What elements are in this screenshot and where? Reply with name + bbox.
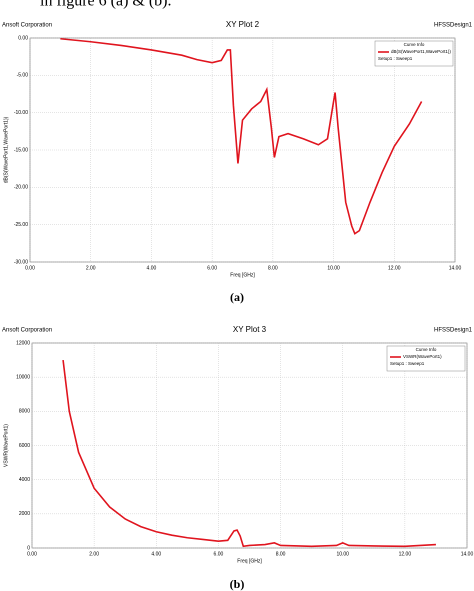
caption: (a) <box>230 290 244 304</box>
header-text: in figure 6 (a) & (b). <box>40 0 172 10</box>
y-tick-label: 0.00 <box>18 35 28 41</box>
x-tick-label: 10.00 <box>336 551 349 557</box>
line <box>60 37 423 235</box>
legend-setup: Setup1 : Sweep1 <box>390 361 425 366</box>
chart-title: XY Plot 2 <box>226 20 260 29</box>
x-tick-label: 2.00 <box>89 551 99 557</box>
y-tick-label: -10.00 <box>14 110 28 116</box>
y-tick-label: 2000 <box>19 511 30 517</box>
company: Ansoft Corporation <box>2 328 52 334</box>
y-tick-label: -20.00 <box>14 185 28 191</box>
x-tick-label: 14.00 <box>461 551 474 557</box>
y-tick-label: 8000 <box>19 409 30 415</box>
x-tick-label: 12.00 <box>399 551 412 557</box>
legend-label: VSWR(WavePort1) <box>403 354 442 359</box>
y-tick-label: -5.00 <box>17 73 29 79</box>
x-tick-label: 6.00 <box>207 265 217 271</box>
legend-title: Curve Info <box>404 42 425 47</box>
x-tick-label: 4.00 <box>147 265 157 271</box>
design: HFSSDesign1 <box>434 328 473 334</box>
y-axis-label: dB(S(WavePort1,WavePort1)) <box>3 116 9 183</box>
x-tick-label: 0.00 <box>25 265 35 271</box>
legend-box <box>374 40 454 67</box>
y-tick-label: -30.00 <box>14 259 28 265</box>
x-tick-label: 6.00 <box>214 551 224 557</box>
x-tick-label: 0.00 <box>27 551 37 557</box>
design: HFSSDesign1 <box>434 23 473 29</box>
y-tick-label: 6000 <box>19 443 30 449</box>
x-tick-label: 4.00 <box>151 551 161 557</box>
x-tick-label: 8.00 <box>276 551 286 557</box>
y-tick-label: 4000 <box>19 477 30 483</box>
x-tick-label: 12.00 <box>388 265 401 271</box>
chart-title: XY Plot 3 <box>233 325 267 334</box>
x-tick-label: 2.00 <box>86 265 96 271</box>
x-tick-label: 8.00 <box>268 265 278 271</box>
plot-area <box>31 342 468 549</box>
y-tick-label: -25.00 <box>14 222 28 228</box>
company: Ansoft Corporation <box>2 23 52 29</box>
line <box>62 359 436 548</box>
caption: (b) <box>230 577 245 591</box>
y-tick-label: 0 <box>27 545 30 551</box>
x-axis-label: Freq [GHz] <box>230 272 255 278</box>
x-tick-label: 10.00 <box>327 265 340 271</box>
legend-title: Curve Info <box>416 347 437 352</box>
y-tick-label: 10000 <box>16 374 30 380</box>
y-axis-label: VSWR(WavePort1) <box>3 424 9 467</box>
y-tick-label: 12000 <box>16 340 30 346</box>
legend-box <box>386 345 466 372</box>
legend-label: dB(S(WavePort1,WavePort1)) <box>391 49 451 54</box>
legend-setup: Setup1 : Sweep1 <box>378 56 413 61</box>
y-tick-label: -15.00 <box>14 147 28 153</box>
x-axis-label: Freq [GHz] <box>237 558 262 564</box>
x-tick-label: 14.00 <box>449 265 462 271</box>
